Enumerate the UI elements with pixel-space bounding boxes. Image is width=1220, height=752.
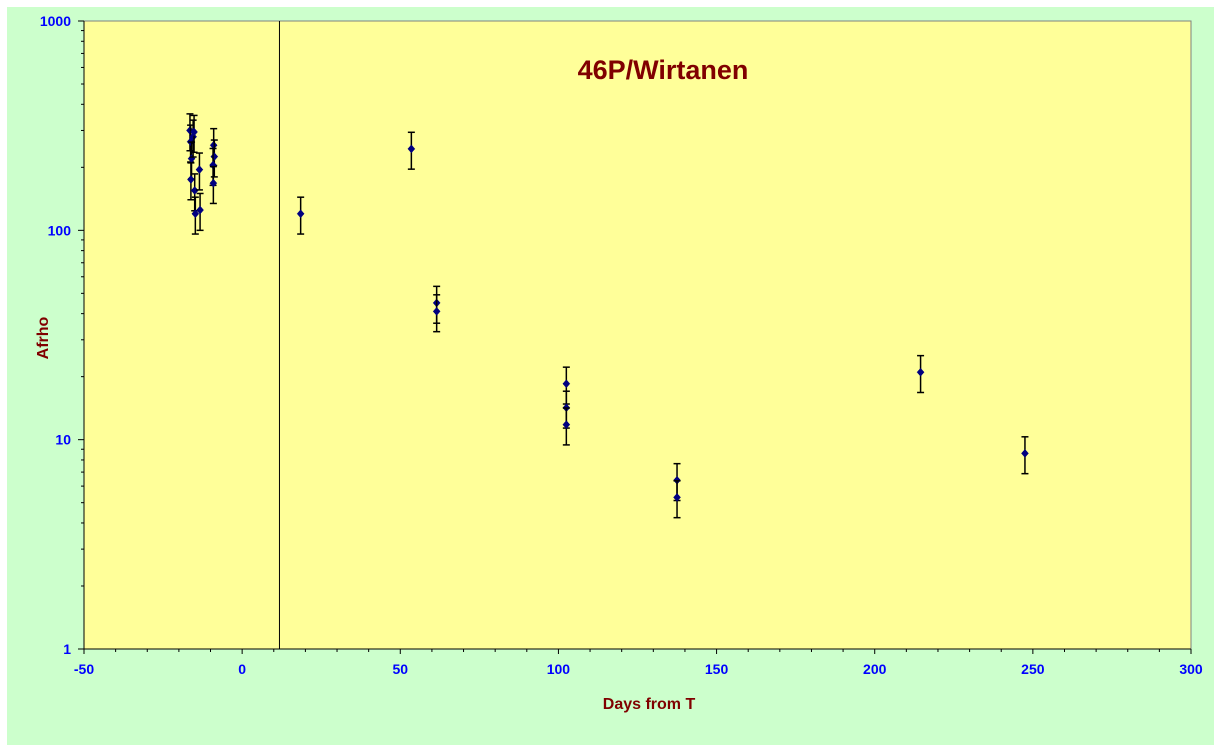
x-axis-title: Days from T xyxy=(603,696,696,713)
data-point-group xyxy=(195,152,204,191)
data-point xyxy=(190,127,198,137)
data-point-group xyxy=(189,119,197,158)
data-point xyxy=(673,493,681,502)
x-tick-label: 300 xyxy=(1179,661,1203,677)
x-tick-label: 150 xyxy=(705,661,729,677)
data-point xyxy=(1021,448,1029,458)
data-point-group xyxy=(210,139,219,178)
y-tick-label: 1000 xyxy=(40,13,71,29)
data-point-group xyxy=(190,114,198,154)
data-point xyxy=(562,420,571,429)
data-point-group xyxy=(562,407,571,446)
data-point-group xyxy=(209,165,218,205)
data-point-group xyxy=(191,196,200,235)
data-point-group xyxy=(407,131,416,170)
y-tick-label: 100 xyxy=(48,222,72,238)
plot-area xyxy=(83,20,1192,650)
data-point-group xyxy=(187,162,195,201)
x-tick-label: 250 xyxy=(1021,661,1045,677)
data-point xyxy=(432,307,441,316)
y-tick-label: 1 xyxy=(63,641,71,657)
data-point-group xyxy=(432,294,441,333)
data-point xyxy=(187,175,195,184)
y-axis-title: Afrho xyxy=(35,316,52,359)
y-tick-label: 10 xyxy=(55,432,71,448)
data-point-group xyxy=(1021,436,1029,475)
data-point xyxy=(191,209,200,219)
data-point-group xyxy=(916,354,925,394)
data-point xyxy=(562,379,571,389)
data-point-group xyxy=(673,480,681,519)
x-tick-label: 0 xyxy=(238,661,246,677)
x-tick-label: 100 xyxy=(547,661,571,677)
data-point xyxy=(195,165,204,174)
x-tick-label: 50 xyxy=(392,661,408,677)
x-tick-label: 200 xyxy=(863,661,887,677)
data-point xyxy=(296,209,305,219)
data-point xyxy=(916,367,925,377)
data-point-group xyxy=(296,196,305,235)
chart-title: 46P/Wirtanen xyxy=(578,55,749,85)
data-point xyxy=(209,178,218,188)
data-point xyxy=(407,144,416,154)
data-point-group xyxy=(196,192,204,232)
data-point xyxy=(196,205,204,215)
x-tick-label: -50 xyxy=(74,661,94,677)
